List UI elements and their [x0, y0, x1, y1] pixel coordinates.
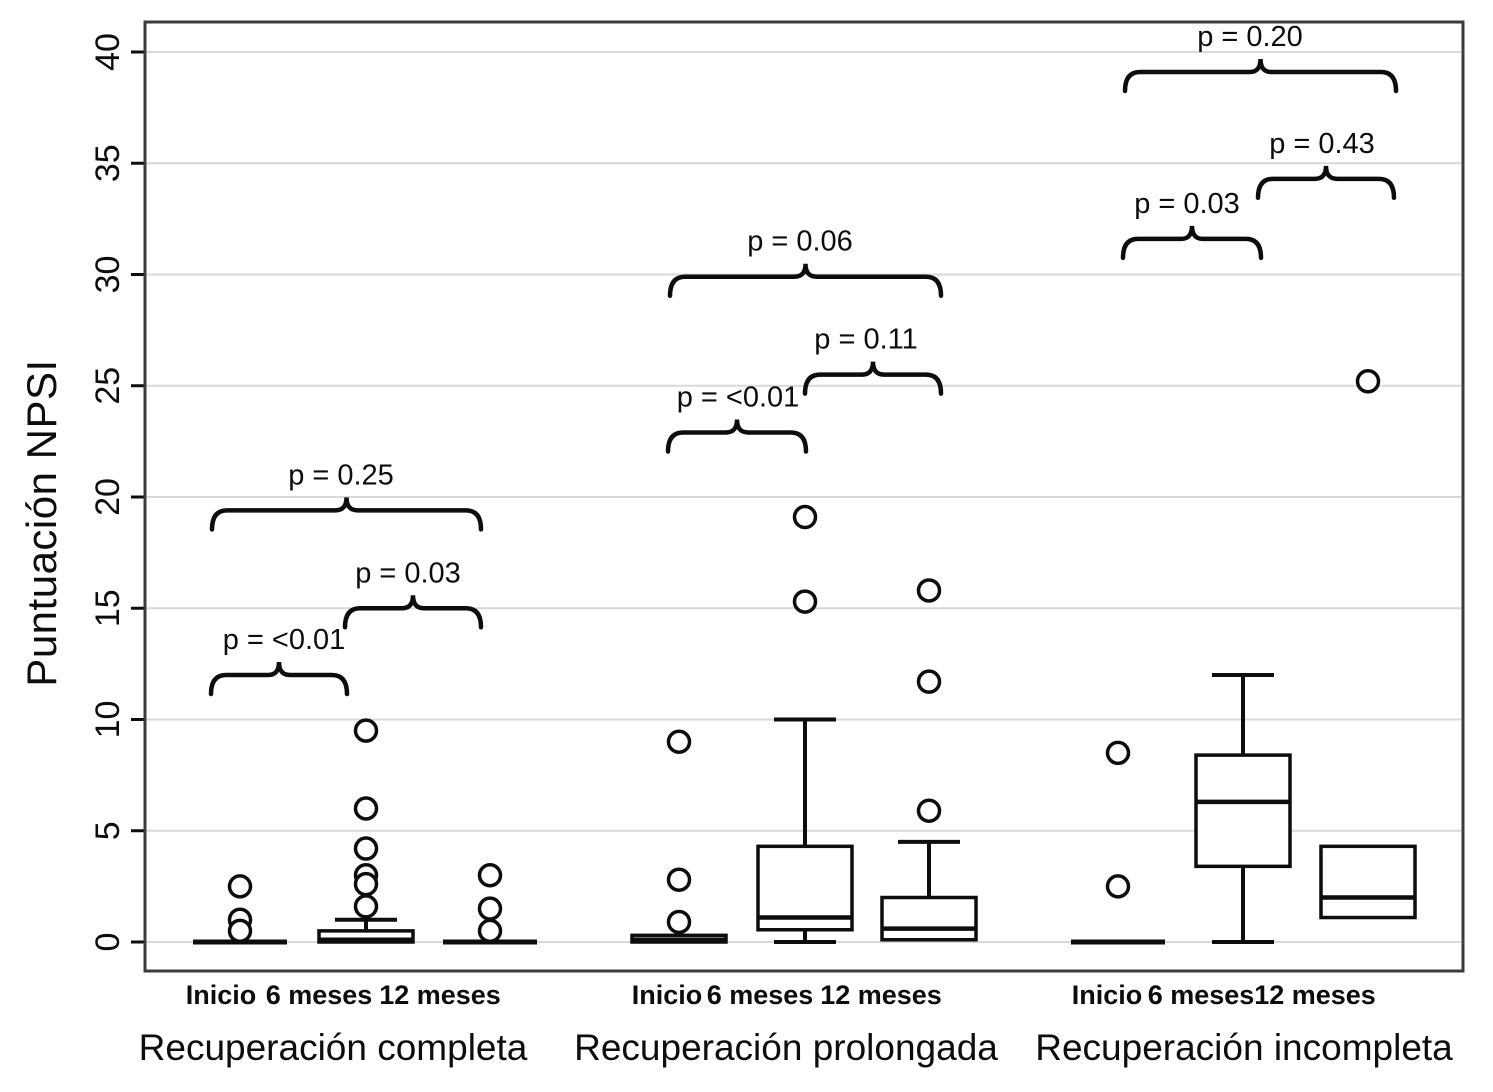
outlier-point [477, 918, 503, 944]
y-tick-label: 20 [89, 478, 127, 516]
x-tick-label: 6 meses [1148, 980, 1255, 1010]
p-value-label: p = <0.01 [223, 624, 346, 656]
outlier-point [666, 909, 692, 935]
p-value-label: p = 0.03 [1134, 188, 1240, 220]
y-tick-label: 10 [89, 701, 127, 739]
outlier-point [916, 578, 942, 603]
x-tick-label: 12 meses [820, 980, 942, 1010]
significance-bracket [1122, 58, 1399, 94]
outlier-point [477, 896, 503, 921]
outlier-point [916, 669, 942, 694]
significance-bracket [665, 419, 809, 454]
outlier-point [353, 718, 379, 743]
plot-border [143, 20, 1465, 973]
outlier-point [353, 796, 379, 821]
p-value-label: p = 0.43 [1269, 128, 1375, 160]
significance-bracket [342, 595, 484, 630]
p-value-label: p = 0.25 [288, 459, 394, 491]
significance-bracket [802, 361, 944, 396]
x-tick-label: 6 meses [707, 980, 814, 1010]
p-value-label: p = <0.01 [677, 381, 800, 413]
box [1319, 844, 1417, 920]
outlier-point [227, 874, 253, 899]
outlier-point [792, 589, 818, 614]
outlier-point [792, 504, 818, 530]
x-tick-label: 12 meses [379, 980, 501, 1010]
y-axis-title: Puntuación NPSI [18, 359, 65, 687]
outlier-point [916, 798, 942, 823]
p-value-label: p = 0.11 [814, 324, 917, 356]
x-tick-label: Inicio [1072, 980, 1143, 1010]
y-tick-label: 15 [89, 589, 127, 627]
outlier-point [1355, 369, 1381, 394]
outlier-point [353, 871, 379, 897]
outlier-point [1105, 874, 1131, 899]
y-tick-label: 0 [89, 933, 127, 952]
outlier-point [227, 918, 253, 944]
box [1194, 753, 1292, 869]
x-tick-label: Inicio [632, 980, 703, 1010]
outlier-point [477, 863, 503, 888]
x-tick-label: 6 meses [266, 980, 373, 1010]
p-value-label: p = 0.03 [355, 557, 461, 589]
group-label: Recuperación prolongada [574, 1027, 998, 1068]
y-tick-label: 5 [89, 821, 127, 840]
outlier-point [666, 867, 692, 892]
significance-bracket [1120, 225, 1264, 261]
y-tick-label: 30 [89, 256, 127, 294]
y-tick-label: 40 [89, 33, 127, 71]
group-label: Recuperación incompleta [1035, 1027, 1453, 1068]
x-tick-label: 12 meses [1254, 980, 1376, 1010]
significance-bracket [208, 661, 350, 697]
box [880, 895, 978, 942]
p-value-label: p = 0.06 [747, 226, 853, 258]
significance-bracket [1255, 165, 1397, 201]
outlier-point [353, 894, 379, 919]
outlier-point [666, 729, 692, 754]
outlier-point [353, 836, 379, 861]
x-tick-label: Inicio [186, 980, 257, 1010]
y-tick-label: 35 [89, 144, 127, 182]
outlier-point [1105, 740, 1131, 766]
group-label: Recuperación completa [139, 1027, 528, 1068]
significance-bracket [209, 497, 484, 532]
p-value-label: p = 0.20 [1197, 21, 1303, 53]
significance-bracket [667, 263, 944, 298]
y-tick-label: 25 [89, 367, 127, 405]
